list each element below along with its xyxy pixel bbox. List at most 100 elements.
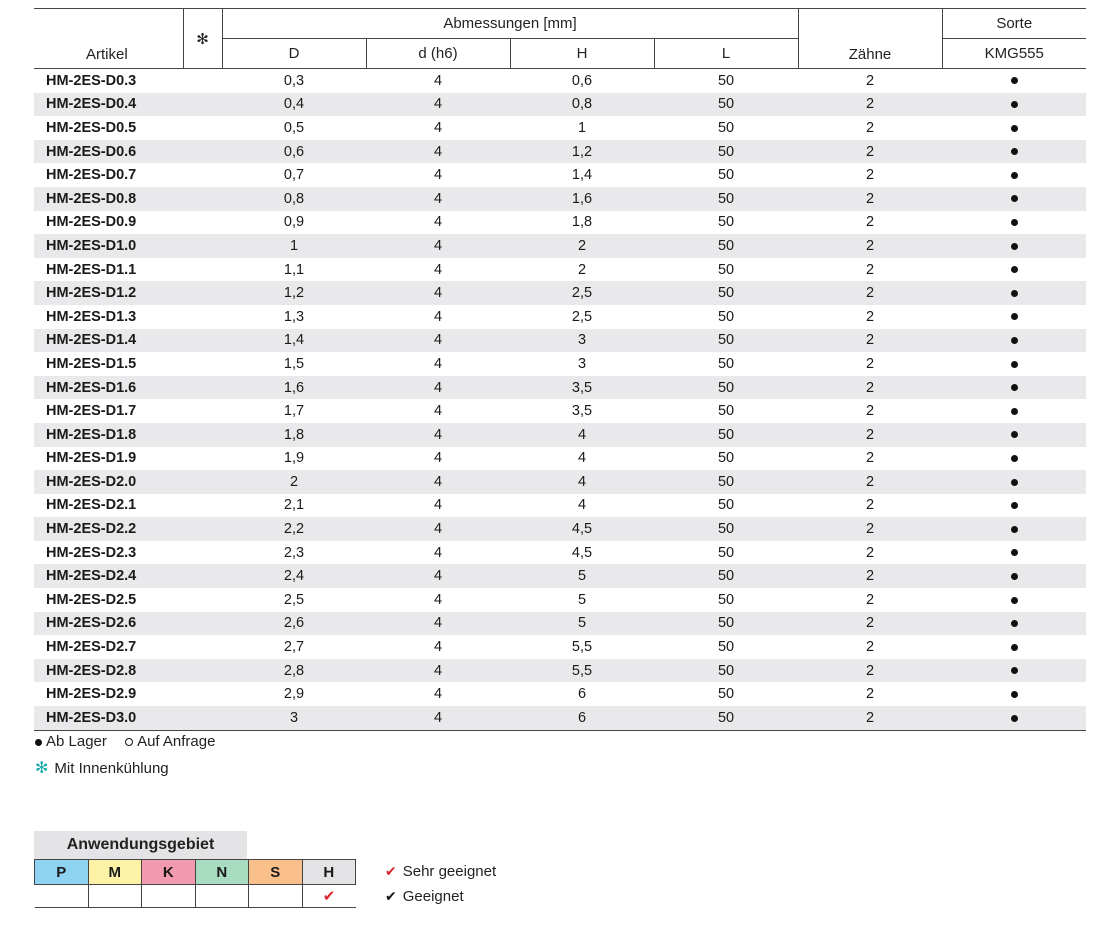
cell-L: 50: [654, 281, 799, 305]
cell-H: 5,5: [510, 658, 654, 683]
table-row: HM-2ES-D0.9 0,9 4 1,8 50 2: [34, 211, 1086, 235]
cell-H: 2: [577, 261, 587, 278]
cell-artikel: HM-2ES-D0.3: [46, 72, 137, 89]
in-stock-dot-icon: [1010, 454, 1018, 462]
cell-kmg555: [942, 352, 1086, 376]
cell-zaehne: 2: [798, 611, 943, 636]
cell-cooling: [183, 139, 222, 164]
in-stock-dot-icon: [1010, 124, 1018, 132]
cell-L: 50: [717, 261, 735, 278]
header-abmessungen: Abmessungen [mm]: [221, 8, 799, 39]
cell-H: 4: [510, 470, 654, 494]
cell-d: 4: [366, 234, 510, 258]
cell-H: 6: [577, 686, 587, 703]
cell-D: 1,2: [222, 281, 366, 305]
cell-cooling: [183, 234, 222, 258]
table-row: HM-2ES-D2.9 2,9 4 6 50 2: [34, 682, 1086, 706]
in-stock-dot-icon: [1010, 77, 1018, 85]
table-row: HM-2ES-D1.7 1,7 4 3,5 50 2: [34, 399, 1086, 423]
table-row: HM-2ES-D2.1 2,1 4 4 50 2: [34, 494, 1086, 518]
header-H: H: [509, 38, 654, 69]
table-row: HM-2ES-D1.8 1,8 4 4 50 2: [34, 422, 1087, 447]
cell-zaehne: 2: [798, 658, 943, 683]
cell-L: 50: [717, 544, 735, 561]
cell-cooling: [183, 211, 222, 235]
cell-cooling: [183, 375, 222, 400]
check-black-icon: ✔: [385, 888, 397, 904]
table-row: HM-2ES-D0.6 0,6 4 1,2 50 2: [34, 139, 1087, 164]
material-group-h: H: [301, 859, 356, 885]
cell-artikel: HM-2ES-D1.0: [34, 234, 183, 258]
cell-D: 0,9: [283, 214, 305, 231]
cell-kmg555: [942, 186, 1087, 211]
table-row: HM-2ES-D1.4 1,4 4 3 50 2: [34, 328, 1087, 353]
cell-cooling: [183, 92, 222, 117]
table-row: HM-2ES-D2.7 2,7 4 5,5 50 2: [34, 635, 1086, 659]
cell-cooling: [183, 281, 222, 305]
cell-d: 4: [366, 375, 510, 400]
cell-d: 4: [433, 355, 443, 372]
in-stock-dot-icon: [1010, 431, 1018, 439]
in-stock-dot-icon: [1010, 148, 1018, 156]
in-stock-dot-icon: [1010, 643, 1018, 651]
cell-H: 4: [577, 450, 587, 467]
cell-kmg555: [942, 234, 1087, 258]
open-circle-icon: [125, 738, 134, 747]
header-D: D: [221, 38, 366, 69]
in-stock-dot-icon: [1010, 620, 1018, 628]
cell-kmg555: [942, 588, 1086, 612]
cell-d: 4: [433, 497, 443, 514]
cell-cooling: [183, 422, 222, 447]
cell-cooling: [183, 541, 222, 565]
cell-d: 4: [366, 92, 510, 117]
cell-zaehne: 2: [865, 686, 875, 703]
cell-H: 3,5: [510, 375, 654, 400]
snowflake-icon: ✻: [182, 8, 222, 69]
material-group-m: M: [87, 859, 142, 885]
material-rating-n: [194, 884, 249, 908]
cell-kmg555: [942, 163, 1086, 187]
rating-geeignet: ✔ Geeignet: [385, 888, 464, 905]
cell-D: 3: [222, 706, 366, 731]
cell-artikel: HM-2ES-D1.3: [46, 308, 137, 325]
cell-d: 4: [366, 186, 510, 211]
cell-zaehne: 2: [798, 328, 943, 353]
cell-kmg555: [942, 422, 1087, 447]
in-stock-dot-icon: [1010, 195, 1018, 203]
cell-L: 50: [654, 470, 799, 494]
cell-H: 5,5: [571, 639, 593, 656]
cell-zaehne: 2: [865, 639, 875, 656]
cell-zaehne: 2: [865, 450, 875, 467]
cell-artikel: HM-2ES-D0.5: [46, 119, 137, 136]
in-stock-dot-icon: [1010, 714, 1018, 722]
table-row: HM-2ES-D1.0 1 4 2 50 2: [34, 234, 1087, 258]
table-body: HM-2ES-D0.3 0,3 4 0,6 50 2 HM-2ES-D0.4 0,4 4 0,8 5…: [34, 69, 1087, 731]
cell-L: 50: [717, 119, 735, 136]
cell-d: 4: [366, 470, 510, 494]
cell-H: 3,5: [571, 403, 593, 420]
cell-D: 1,6: [222, 375, 366, 400]
cell-zaehne: 2: [865, 214, 875, 231]
cell-D: 1,7: [283, 403, 305, 420]
cell-kmg555: [942, 564, 1087, 589]
cell-H: 4,5: [571, 544, 593, 561]
cell-H: 1,8: [571, 214, 593, 231]
cell-d: 4: [433, 450, 443, 467]
cell-L: 50: [717, 639, 735, 656]
cell-d: 4: [433, 403, 443, 420]
table-row: HM-2ES-D3.0 3 4 6 50 2: [34, 706, 1087, 731]
in-stock-dot-icon: [1010, 266, 1018, 274]
material-group-k: K: [141, 859, 196, 885]
table-row: HM-2ES-D0.8 0,8 4 1,6 50 2: [34, 186, 1087, 211]
in-stock-dot-icon: [1010, 171, 1018, 179]
legend-stock: Ab Lager Auf Anfrage: [35, 733, 215, 750]
cell-kmg555: [942, 258, 1086, 282]
cell-D: 2,2: [222, 517, 366, 541]
cell-artikel: HM-2ES-D0.7: [46, 167, 137, 184]
cell-d: 4: [433, 591, 443, 608]
cell-cooling: [183, 305, 222, 329]
cell-artikel: HM-2ES-D1.7: [46, 403, 137, 420]
cell-D: 2,6: [222, 611, 366, 636]
cell-d: 4: [366, 611, 510, 636]
table-row: HM-2ES-D1.5 1,5 4 3 50 2: [34, 352, 1086, 376]
